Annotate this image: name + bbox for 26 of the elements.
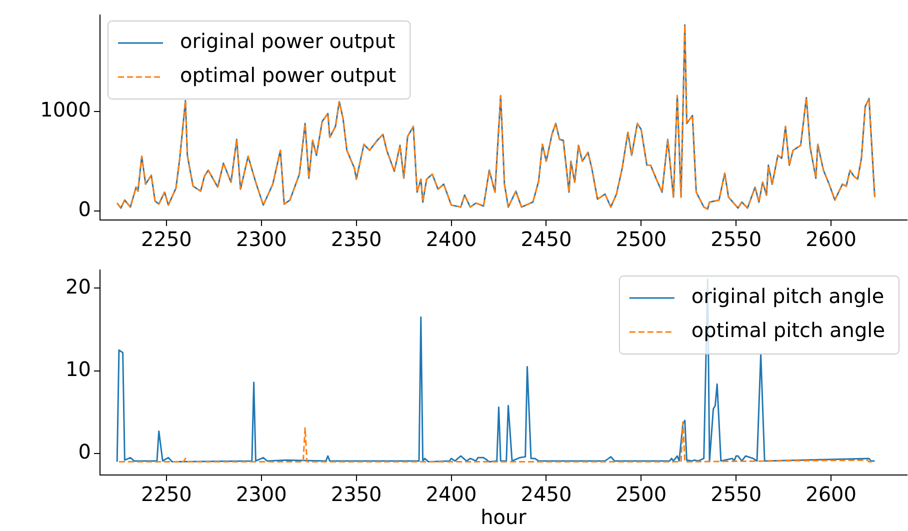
x-axis-title: hour xyxy=(480,505,528,530)
x-tick-label: 2250 xyxy=(141,482,192,506)
x-tick-label: 2400 xyxy=(426,482,477,506)
y-tick-label: 1000 xyxy=(40,98,91,122)
x-tick-label: 2450 xyxy=(520,482,572,506)
y-tick-label: 0 xyxy=(78,440,91,464)
legend-label: optimal pitch angle xyxy=(691,318,885,342)
x-tick-label: 2600 xyxy=(806,482,856,506)
x-tick-label: 2500 xyxy=(616,482,667,506)
legend-label: optimal power output xyxy=(180,63,396,88)
x-tick-label: 2300 xyxy=(236,227,287,252)
y-tick-label: 0 xyxy=(78,197,91,222)
x-tick-label: 2600 xyxy=(806,227,856,252)
x-tick-label: 2550 xyxy=(710,227,762,252)
x-tick-label: 2250 xyxy=(141,227,192,252)
x-tick-label: 2300 xyxy=(236,482,287,506)
x-tick-label: 2550 xyxy=(710,482,762,506)
legend-label: original power output xyxy=(180,29,396,54)
x-tick-label: 2350 xyxy=(330,482,382,506)
y-tick-label: 10 xyxy=(66,357,91,382)
legend-label: original pitch angle xyxy=(691,284,884,308)
x-tick-label: 2400 xyxy=(426,227,477,252)
x-tick-label: 2450 xyxy=(520,227,572,252)
y-tick-label: 20 xyxy=(66,274,91,298)
x-tick-label: 2500 xyxy=(616,227,667,252)
x-tick-label: 2350 xyxy=(330,227,382,252)
